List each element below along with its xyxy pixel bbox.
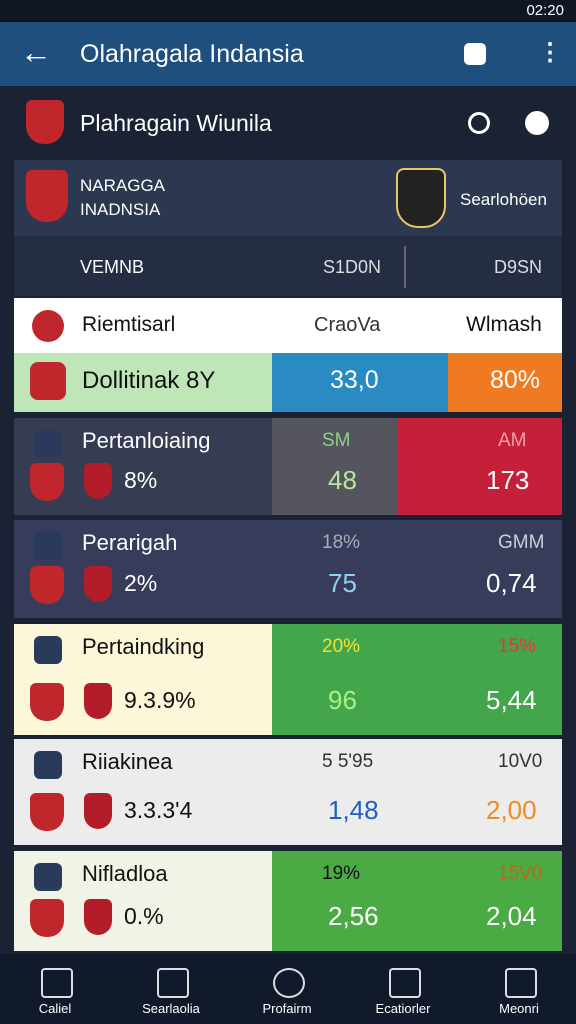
nav-icon[interactable]: [505, 968, 537, 998]
team-logo: [84, 463, 112, 499]
cell-value: 2,56: [328, 901, 379, 931]
team-logo: [84, 899, 112, 935]
team-logo: [396, 168, 446, 228]
search-button[interactable]: [468, 112, 490, 134]
nav-label[interactable]: Searlaolia: [142, 1001, 200, 1016]
icon: [34, 751, 62, 779]
row-value: 2%: [124, 570, 158, 596]
cell-label: 5 5'95: [322, 751, 374, 772]
cell: [272, 418, 398, 515]
team-name: Searlohöen: [460, 190, 547, 209]
app-title: Olahragala Indansia: [80, 40, 304, 68]
nav-label[interactable]: Ecatiorler: [375, 1001, 431, 1016]
stat: D9SN: [494, 257, 543, 277]
team-logo: [30, 566, 64, 604]
cell-value: 0,74: [486, 568, 537, 598]
nav-icon[interactable]: [157, 968, 189, 998]
cell-label: SM: [322, 430, 351, 451]
cell-value: 1,48: [328, 795, 379, 825]
cell: [398, 520, 562, 618]
section-title: Plahragain Wiunila: [80, 110, 272, 136]
cell: [398, 418, 562, 515]
stat: S1D0N: [323, 257, 382, 277]
cell-label: 18%: [322, 532, 361, 553]
stats-bar: [14, 236, 562, 296]
header-cell: CraoVa: [314, 314, 381, 336]
team-logo: [30, 899, 64, 937]
nav-label[interactable]: Caliel: [38, 1001, 72, 1016]
nav-icon[interactable]: [273, 968, 305, 998]
header-cell: Riemtisarl: [82, 313, 176, 336]
row-label: Nifladloa: [82, 861, 168, 886]
cell-value: 48: [328, 465, 357, 495]
team-logo: [26, 170, 68, 222]
cell-label: 15%: [498, 636, 537, 657]
row-value: 9.3.9%: [124, 687, 196, 713]
team-name: NARAGGA: [80, 176, 166, 195]
nav-label[interactable]: Profairm: [262, 1001, 312, 1016]
row-label: Riiakinea: [82, 749, 173, 774]
logo: [26, 100, 64, 144]
cell-value: 75: [328, 568, 357, 598]
cell-value: 80%: [490, 366, 541, 394]
team-logo: [84, 566, 112, 602]
cell: [272, 520, 398, 618]
cell: [398, 851, 562, 951]
cell-value: 2,04: [486, 901, 537, 931]
icon: [30, 362, 66, 400]
header-cell: Wlmash: [466, 313, 542, 336]
cell: [398, 739, 562, 845]
cell-label: 20%: [322, 636, 361, 657]
team-logo: [30, 793, 64, 831]
table-header: [14, 298, 562, 353]
cell-value: 173: [486, 465, 530, 495]
cell-label: 19%: [322, 863, 361, 884]
cell-label: 15V0: [498, 863, 543, 884]
cell-label: 10V0: [498, 751, 543, 772]
stat: VEMNB: [80, 257, 145, 277]
team-name: INADNSIA: [80, 200, 161, 219]
team-logo: [30, 683, 64, 721]
cell-label: GMM: [498, 532, 545, 553]
icon: [34, 636, 62, 664]
cell: [272, 353, 448, 412]
icon: [34, 532, 62, 560]
cell-value: 33,0: [330, 366, 379, 394]
status-bar: [0, 0, 576, 22]
row-value: 8%: [124, 467, 158, 493]
row-value: 0.%: [124, 903, 164, 929]
icon: [34, 430, 62, 458]
team-logo: [84, 683, 112, 719]
cell: [272, 624, 398, 735]
cell-value: 96: [328, 685, 357, 715]
team-logo: [30, 463, 64, 501]
row-label: Dollitinak 8Y: [82, 367, 216, 394]
cell-value: 2,00: [486, 795, 537, 825]
row-label: Pertaindking: [82, 634, 205, 659]
menu-button[interactable]: ⋮: [538, 39, 562, 66]
cell-value: 5,44: [486, 685, 537, 715]
nav-icon[interactable]: [389, 968, 421, 998]
team-logo: [84, 793, 112, 829]
row-label: Perarigah: [82, 530, 178, 555]
row-value: 3.3.3'4: [124, 797, 193, 823]
cell: [272, 851, 398, 951]
nav-icon[interactable]: [41, 968, 73, 998]
match-card: [14, 160, 562, 236]
icon: [32, 310, 64, 342]
row-label: Pertanloiaing: [82, 428, 211, 453]
shield-icon[interactable]: [464, 43, 486, 65]
divider: [404, 246, 406, 288]
icon: [34, 863, 62, 891]
help-button[interactable]: [525, 111, 549, 135]
cell: [398, 624, 562, 735]
cell-label: AM: [498, 430, 527, 451]
nav-label[interactable]: Meonri: [499, 1001, 539, 1016]
back-button[interactable]: ←: [20, 34, 52, 70]
cell: [272, 739, 398, 845]
time: 02:20: [526, 2, 564, 19]
cell: [448, 353, 562, 412]
